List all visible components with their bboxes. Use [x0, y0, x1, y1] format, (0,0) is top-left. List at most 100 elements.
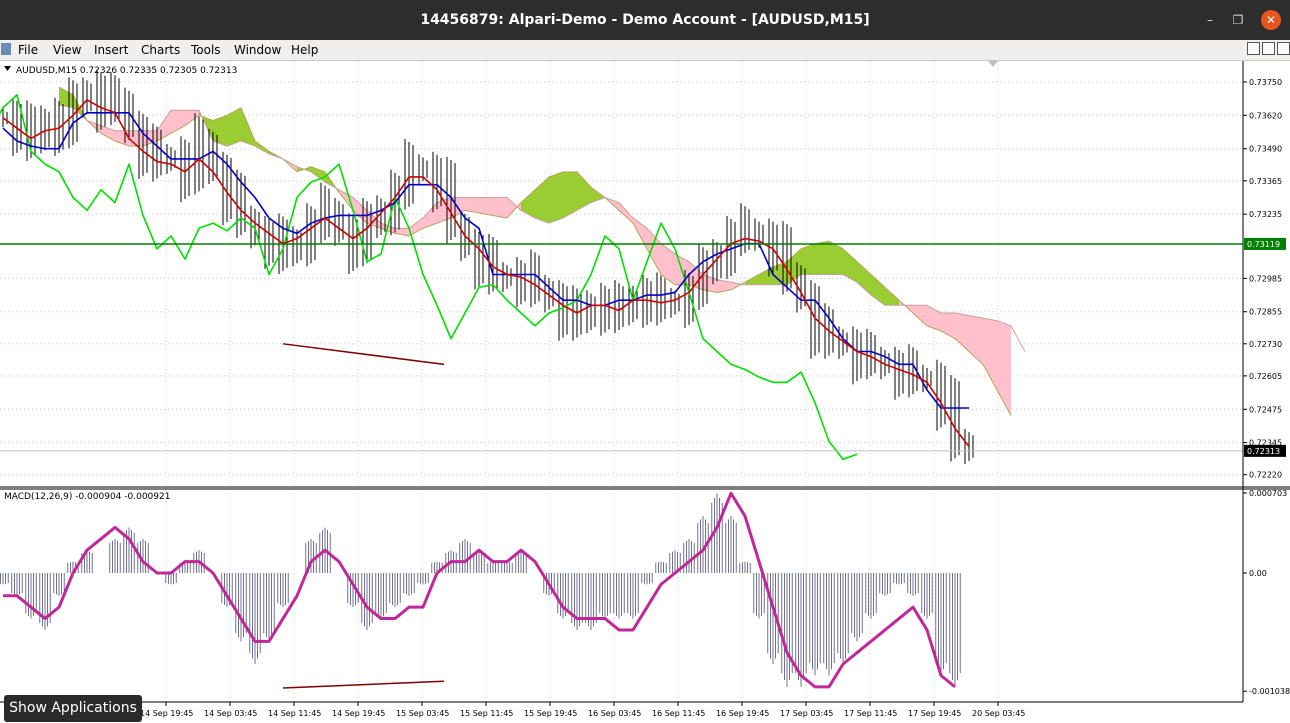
price-tick-label: 0.73750 [1249, 78, 1282, 87]
mdi-minimize-icon[interactable] [1247, 42, 1260, 55]
kumo-segment [941, 313, 955, 339]
kumo-segment [563, 171, 577, 219]
kumo-segment [409, 218, 423, 236]
restore-icon[interactable]: ❐ [1232, 13, 1244, 27]
kumo-segment [857, 261, 871, 296]
kumo-segment [969, 315, 983, 365]
kumo-segment [535, 176, 549, 224]
price-tick-label: 0.72220 [1249, 471, 1282, 480]
mdi-close-icon[interactable] [1277, 42, 1290, 55]
kumo-segment [913, 305, 927, 326]
price-tick-label: 0.72345 [1249, 439, 1282, 448]
time-tick-label: 17 Sep 19:45 [908, 709, 961, 718]
macd-panel [0, 491, 961, 689]
kumo-segment [479, 197, 493, 216]
title-bar: 14456879: Alpari-Demo - Demo Account - [… [0, 0, 1290, 40]
kijun-sen-line [2, 111, 969, 409]
time-tick-label: 15 Sep 03:45 [396, 709, 449, 718]
chart-menu-arrow-icon[interactable] [4, 66, 11, 71]
senkou-span-a-line [58, 86, 1012, 416]
price-tick-label: 0.73365 [1249, 177, 1282, 186]
menu-file[interactable]: File [18, 43, 39, 57]
macd-label: MACD(12,26,9) -0.000904 -0.000921 [4, 492, 170, 502]
macd-tick-label: -0.001038 [1249, 687, 1290, 696]
menu-view[interactable]: View [53, 43, 82, 57]
time-tick-label: 17 Sep 03:45 [780, 709, 833, 718]
kumo-segment [521, 189, 535, 219]
kumo-segment [577, 171, 591, 211]
kumo-segment [619, 202, 633, 224]
menu-tools[interactable]: Tools [191, 43, 221, 57]
price-tick-label: 0.73620 [1249, 111, 1282, 120]
price-bars [2, 69, 974, 464]
kumo-segment [997, 320, 1011, 416]
kumo-segment [507, 197, 521, 219]
price-trendline [282, 343, 445, 366]
close-icon[interactable]: ✕ [1261, 10, 1281, 30]
kumo-segment [927, 305, 941, 331]
time-tick-label: 16 Sep 19:45 [716, 709, 769, 718]
kumo-segment [465, 197, 479, 213]
kumo-segment [885, 287, 899, 306]
kumo-segment [549, 171, 563, 224]
menu-window[interactable]: Window [234, 43, 282, 57]
kumo-segment [227, 107, 241, 147]
senkou-span-b-line [58, 104, 1026, 352]
time-tick-label: 15 Sep 11:45 [460, 709, 513, 718]
time-tick-label: 17 Sep 11:45 [844, 709, 897, 718]
mdi-restore-icon[interactable] [1262, 42, 1275, 55]
chart-background [0, 61, 1290, 723]
time-tick-label: 16 Sep 11:45 [652, 709, 705, 718]
chart-shift-marker-icon[interactable] [988, 61, 998, 67]
time-tick-label: 16 Sep 03:45 [588, 709, 641, 718]
macd-tick-label: 0.00 [1249, 569, 1267, 578]
kumo-segment [829, 241, 843, 275]
horizontal-level-label: 0.73119 [1247, 240, 1280, 249]
window-title: 14456879: Alpari-Demo - Demo Account - [… [420, 12, 870, 28]
indicator-lines [0, 94, 1243, 461]
price-tick-label: 0.73490 [1249, 145, 1282, 154]
price-chart[interactable]: 0.73750 0.73620 0.73490 0.73365 0.73235 0.729… [0, 61, 1290, 723]
time-tick-label: 14 Sep 19:45 [140, 709, 193, 718]
time-tick-label: 14 Sep 19:45 [332, 709, 385, 718]
menu-help[interactable]: Help [291, 43, 319, 57]
kumo-segment [745, 274, 759, 285]
app-icon[interactable] [1, 43, 11, 55]
tenkan-sen-line [2, 99, 970, 447]
kumo-segment [717, 279, 731, 293]
menu-bar: File View Insert Charts Tools Window Hel… [0, 40, 1290, 61]
kumo-segment [171, 110, 185, 134]
chart-header: AUDUSD,M15 0.72326 0.72335 0.72305 0.723… [16, 66, 237, 76]
kumo-segment [815, 241, 829, 275]
time-tick-label: 14 Sep 03:45 [204, 709, 257, 718]
kumo-segment [493, 197, 507, 219]
show-applications-button[interactable]: Show Applications [4, 695, 142, 722]
minimize-icon[interactable]: – [1207, 13, 1213, 27]
time-tick-label: 15 Sep 19:45 [524, 709, 577, 718]
current-price-tag [1244, 444, 1286, 457]
menu-charts[interactable]: Charts [141, 43, 181, 57]
chart-axes: 0.73750 0.73620 0.73490 0.73365 0.73235 0.729… [0, 61, 1290, 718]
price-tick-label: 0.72605 [1249, 372, 1282, 381]
price-tick-label: 0.72985 [1249, 274, 1282, 283]
menu-insert[interactable]: Insert [94, 43, 129, 57]
price-tick-label: 0.72475 [1249, 405, 1282, 414]
macd-signal-line [3, 491, 956, 689]
macd-tick-label: 0.000703 [1249, 489, 1287, 498]
kumo-segment [843, 248, 857, 283]
price-tick-label: 0.73235 [1249, 210, 1282, 219]
price-tick-label: 0.72855 [1249, 308, 1282, 317]
kumo-segment [101, 125, 115, 142]
kumo-segment [255, 141, 269, 154]
price-tick-label: 0.72730 [1249, 340, 1282, 349]
kumo-segment [661, 243, 675, 285]
macd-trendline [282, 680, 445, 689]
time-tick-label: 14 Sep 11:45 [268, 709, 321, 718]
kumo-segment [955, 313, 969, 352]
current-price-label: 0.72313 [1247, 447, 1280, 456]
kumo-segment [801, 243, 815, 275]
kumo-segment [647, 228, 661, 275]
kumo-segment [633, 218, 647, 249]
horizontal-level-tag [1244, 237, 1286, 250]
kumo-segment [983, 318, 997, 391]
